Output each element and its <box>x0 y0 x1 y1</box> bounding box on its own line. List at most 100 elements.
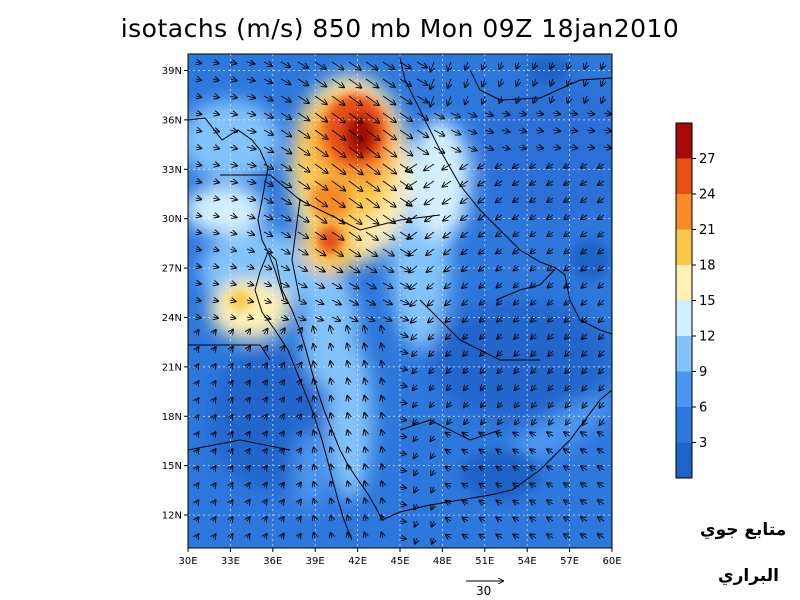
wind-vector-arrow <box>230 381 233 385</box>
wind-vector-arrow <box>464 419 468 424</box>
wind-vector-arrow <box>264 415 267 419</box>
wind-vector-arrow <box>364 481 366 488</box>
wind-vector-arrow <box>447 385 451 390</box>
wind-vector-arrow <box>550 61 553 69</box>
wind-vector-arrow <box>381 447 383 454</box>
wind-vector-arrow <box>331 61 343 70</box>
wind-vector-arrow <box>264 346 267 351</box>
wind-vector-arrow <box>196 466 198 470</box>
wind-vector-arrow <box>530 500 537 504</box>
colorbar-bin <box>676 442 692 478</box>
map-title: isotachs (m/s) 850 mb Mon 09Z 18jan2010 <box>120 14 680 43</box>
wind-vector-arrow <box>399 112 412 121</box>
wind-vector-arrow <box>382 95 395 105</box>
wind-vector-arrow <box>229 300 236 301</box>
colorbar-label: 21 <box>699 223 716 238</box>
wind-vector-arrow <box>314 78 326 87</box>
wind-vector-arrow <box>533 95 536 103</box>
wind-vector-arrow <box>213 317 218 318</box>
wind-vector-arrow <box>382 231 394 240</box>
wind-vector-arrow <box>513 534 520 538</box>
wind-vector-arrow <box>584 78 587 86</box>
wind-vector-arrow <box>213 500 216 504</box>
wind-vector-arrow <box>501 113 509 115</box>
wind-vector-arrow <box>532 419 536 425</box>
wind-vector-arrow <box>598 164 605 168</box>
wind-vector-arrow <box>501 147 509 149</box>
wind-vector-arrow <box>313 379 315 386</box>
wind-vector-arrow <box>569 147 577 148</box>
wind-vector-arrow <box>530 449 537 453</box>
wind-vector-arrow <box>478 181 486 186</box>
wind-vector-arrow <box>465 78 468 87</box>
wind-vector-arrow <box>399 504 406 505</box>
wind-vector-arrow <box>246 266 254 268</box>
wind-vector-arrow <box>515 385 519 390</box>
wind-vector-arrow <box>247 517 250 521</box>
wind-vector-arrow <box>433 146 444 153</box>
wind-vector-arrow <box>399 61 411 68</box>
wind-vector-arrow <box>582 384 587 391</box>
wind-vector-arrow <box>479 450 485 453</box>
wind-vector-arrow <box>246 249 254 252</box>
wind-vector-arrow <box>531 385 536 390</box>
wind-vector-arrow <box>229 113 237 115</box>
wind-vector-arrow <box>430 61 434 72</box>
wind-vector-arrow <box>516 95 519 103</box>
colorbar-label: 3 <box>699 436 707 451</box>
colorbar-bin <box>676 265 692 301</box>
wind-vector-arrow <box>463 467 468 470</box>
wind-vector-arrow <box>280 197 291 204</box>
wind-vector-arrow <box>415 537 417 544</box>
wind-vector-arrow <box>348 516 349 521</box>
wind-vector-arrow <box>213 249 218 250</box>
wind-vector-arrow <box>479 232 486 237</box>
wind-vector-arrow <box>297 265 307 271</box>
wind-vector-arrow <box>281 483 284 487</box>
wind-vector-arrow <box>246 164 255 166</box>
wind-vector-arrow <box>478 215 486 220</box>
wind-vector-arrow <box>426 248 435 255</box>
wind-vector-arrow <box>564 249 571 253</box>
wind-vector-arrow <box>281 415 284 419</box>
wind-vector-arrow <box>598 466 605 470</box>
wind-vector-arrow <box>229 198 237 200</box>
wind-vector-arrow <box>348 61 361 70</box>
wind-vector-arrow <box>598 483 605 487</box>
wind-vector-arrow <box>479 266 486 271</box>
wind-vector-arrow <box>530 198 537 202</box>
colorbar-bin <box>676 158 692 194</box>
wind-vector-arrow <box>426 231 435 238</box>
wind-vector-arrow <box>212 232 219 234</box>
wind-vector-arrow <box>565 351 570 356</box>
wind-vector-arrow <box>246 96 255 98</box>
wind-vector-arrow <box>583 418 587 425</box>
wind-vector-arrow <box>581 283 588 288</box>
lon-tick-label: 36E <box>263 556 282 567</box>
lon-tick-label: 33E <box>221 556 240 567</box>
wind-vector-arrow <box>564 164 571 168</box>
wind-vector-arrow <box>425 214 435 221</box>
wind-vector-arrow <box>429 351 434 356</box>
wind-vector-arrow <box>433 112 444 119</box>
wind-vector-arrow <box>567 78 570 86</box>
wind-vector-arrow <box>263 232 272 236</box>
wind-vector-arrow <box>280 214 291 221</box>
wind-vector-arrow <box>381 326 383 335</box>
wind-vector-arrow <box>497 334 502 339</box>
wind-vector-arrow <box>313 396 315 403</box>
wind-vector-arrow <box>212 215 219 217</box>
wind-vector-arrow <box>196 500 198 504</box>
wind-vector-arrow <box>314 163 328 173</box>
wind-vector-arrow <box>567 61 570 69</box>
wind-vector-arrow <box>547 164 554 168</box>
wind-vector-arrow <box>599 401 604 408</box>
wind-vector-arrow <box>399 351 407 353</box>
wind-vector-arrow <box>213 449 216 453</box>
wind-vector-arrow <box>365 214 378 224</box>
colorbar-label: 27 <box>699 152 716 167</box>
wind-vector-arrow <box>599 334 604 339</box>
wind-vector-arrow <box>365 317 374 321</box>
wind-vector-arrow <box>381 464 383 471</box>
wind-vector-arrow <box>598 432 605 436</box>
